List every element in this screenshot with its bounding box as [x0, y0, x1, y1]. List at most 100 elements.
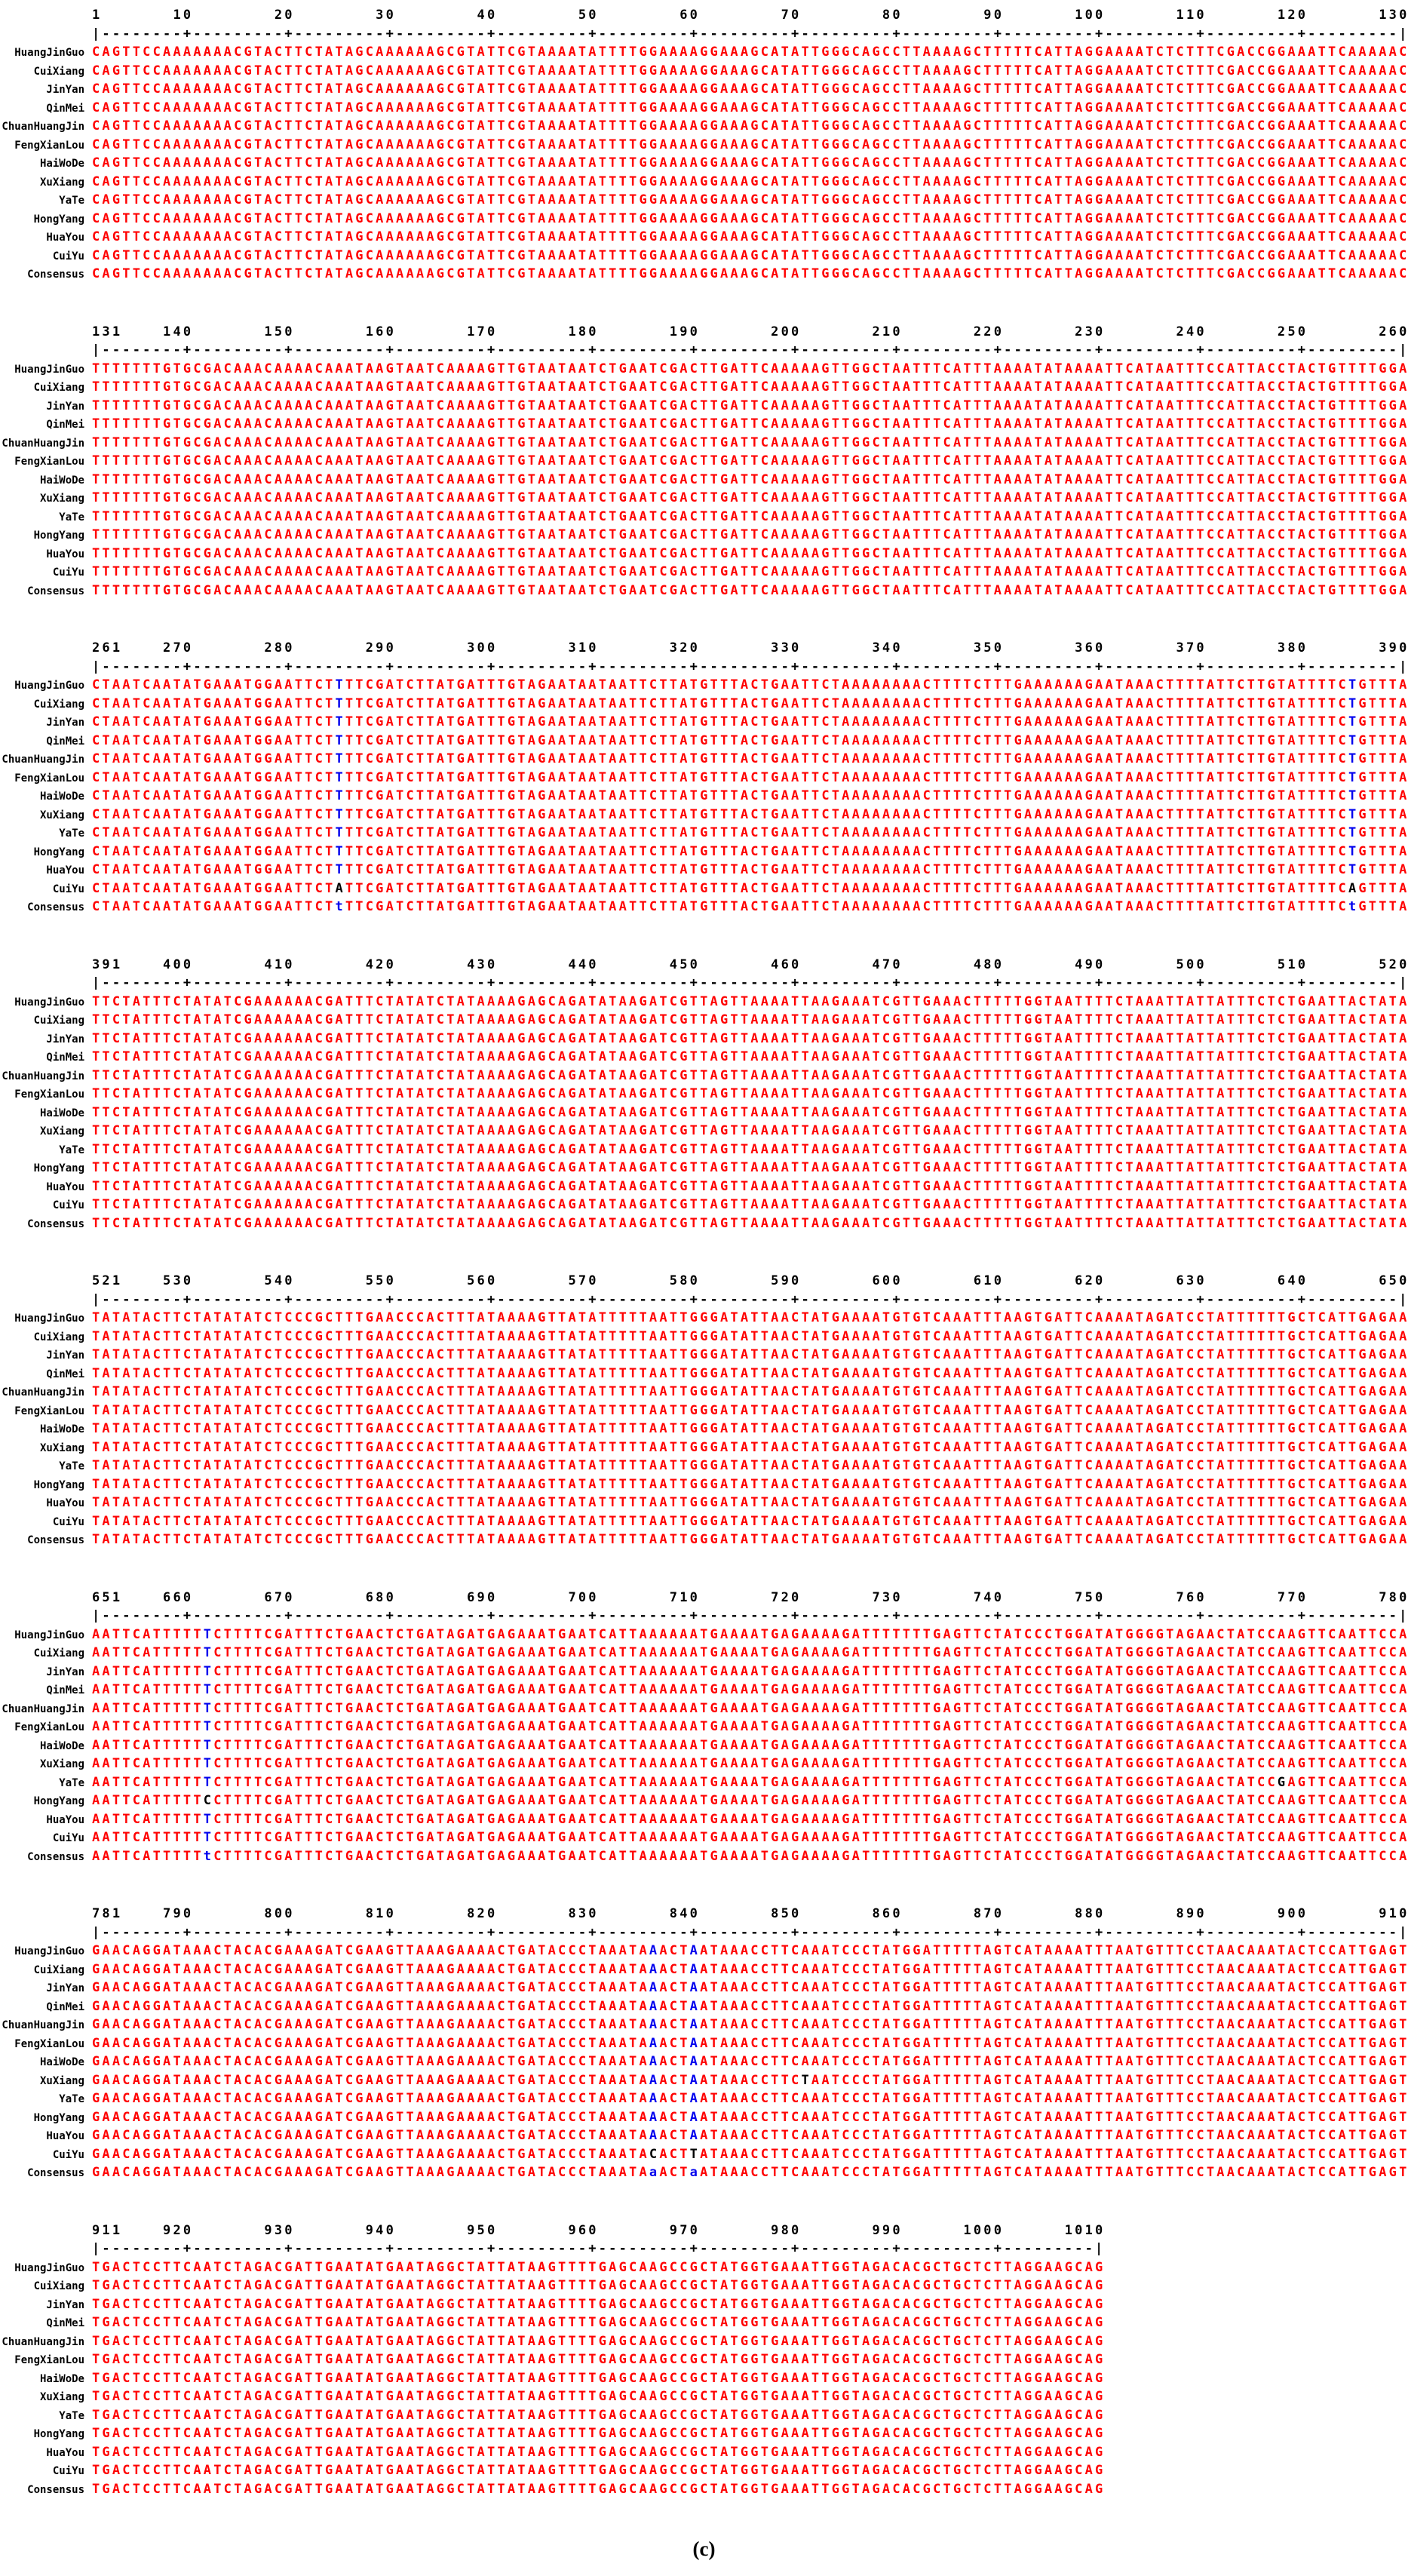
- ruler-positions-text: 261 270 280 290 300 310 320 330 340 350 …: [92, 640, 1408, 656]
- sequence-text: CTAATCAATATGAAATGGAATTCTTTTCGATCTTATGATT…: [92, 714, 1408, 729]
- sequence-text: CAGTTCCAAAAAAACGTACTTCTATAGCAAAAAAGCGTAT…: [92, 118, 1408, 134]
- sequence-text: CAGTTCCAAAAAAACGTACTTCTATAGCAAAAAAGCGTAT…: [92, 100, 1408, 115]
- sequence-row: Consensus GAACAGGATAAACTACACGAAAGATCGAAGT…: [0, 2163, 1408, 2182]
- sequence-row: Consensus TATATACTTCTATATATCTCCCGCTTTGAAC…: [0, 1531, 1408, 1549]
- sequence-label: HaiWoDe: [39, 1107, 84, 1119]
- figure-caption: (c): [692, 2538, 716, 2560]
- sequence-label: ChuanHuangJin: [2, 1702, 84, 1715]
- sequence-row: JinYan CAGTTCCAAAAAAACGTACTTCTATAGCAAAAAA…: [0, 80, 1408, 99]
- sequence-row: HaiWoDe GAACAGGATAAACTACACGAAAGATCGAAGTTA…: [0, 2053, 1408, 2071]
- sequence-label: XuXiang: [39, 2074, 84, 2087]
- sequence-row: FengXianLou CAGTTCCAAAAAAACGTACTTCTATAGCA…: [0, 136, 1408, 155]
- sequence-label: HaiWoDe: [39, 2056, 84, 2068]
- sequence-text: TATATACTTCTATATATCTCCCGCTTTGAACCCACTTTAT…: [92, 1310, 1408, 1325]
- sequence-text: CAGTTCCAAAAAAACGTACTTCTATAGCAAAAAAGCGTAT…: [92, 81, 1408, 97]
- alignment-block: 781 790 800 810 820 830 840 850 860 870 …: [0, 1905, 1408, 2182]
- sequence-label: HaiWoDe: [39, 1739, 84, 1752]
- sequence-text: GAACAGGATAAACTACACGAAAGATCGAAGTTAAAGAAAA…: [92, 2054, 1408, 2069]
- sequence-row: Consensus TTTTTTTGTGCGACAAACAAAACAAATAAGT…: [0, 582, 1408, 600]
- sequence-label: HuangJinGuo: [14, 1313, 84, 1325]
- sequence-text: TGACTCCTTCAATCTAGACGATTGAATATGAATAGGCTAT…: [92, 2315, 1106, 2330]
- sequence-text: TTTTTTTGTGCGACAAACAAAACAAATAAGTAATCAAAAG…: [92, 545, 1408, 561]
- alignment-block: 131 140 150 160 170 180 190 200 210 220 …: [0, 323, 1408, 600]
- sequence-text: CAGTTCCAAAAAAACGTACTTCTATAGCAAAAAAGCGTAT…: [92, 173, 1408, 189]
- sequence-label: HongYang: [33, 846, 84, 858]
- sequence-row: ChuanHuangJin CAGTTCCAAAAAAACGTACTTCTATAG…: [0, 117, 1408, 136]
- sequence-text: AATTCATTTTTTCTTTTCGATTTCTGAACTCTGATAGATG…: [92, 1774, 1408, 1790]
- sequence-row: ChuanHuangJin TTTTTTTGTGCGACAAACAAAACAAAT…: [0, 434, 1408, 453]
- ruler-positions-text: 911 920 930 940 950 960 970 980 990 1000…: [92, 2222, 1106, 2238]
- sequence-label: YaTe: [59, 1144, 84, 1156]
- sequence-label: FengXianLou: [14, 772, 84, 784]
- sequence-label: YaTe: [59, 2409, 84, 2422]
- alignment-blocks: 1 10 20 30 40 50 60 70 80 90 100 110 120…: [0, 6, 1408, 2498]
- sequence-label: HuaYou: [46, 548, 84, 560]
- sequence-label: JinYan: [46, 2298, 84, 2311]
- sequence-label: HongYang: [33, 1795, 84, 1807]
- sequence-label: HuaYou: [46, 1497, 84, 1509]
- sequence-row: YaTe TTCTATTTCTATATCGAAAAAACGATTTCTATATCT…: [0, 1141, 1408, 1159]
- sequence-row: JinYan TTCTATTTCTATATCGAAAAAACGATTTCTATAT…: [0, 1030, 1408, 1049]
- sequence-label: QinMei: [46, 419, 84, 431]
- sequence-label: QinMei: [46, 1684, 84, 1696]
- sequence-text: AATTCATTTTTTCTTTTCGATTTCTGAACTCTGATAGATG…: [92, 1663, 1408, 1679]
- ruler-scale: |--------+---------+---------+---------+…: [0, 974, 1408, 993]
- sequence-text: AATTCATTTTTTCTTTTCGATTTCTGAACTCTGATAGATG…: [92, 1719, 1408, 1734]
- sequence-label: HongYang: [33, 530, 84, 542]
- sequence-text: TTCTATTTCTATATCGAAAAAACGATTTCTATATCTATAA…: [92, 1160, 1408, 1175]
- sequence-text: CTAATCAATATGAAATGGAATTCTTTTCGATCTTATGATT…: [92, 843, 1408, 859]
- ruler-positions: 1 10 20 30 40 50 60 70 80 90 100 110 120…: [0, 6, 1408, 25]
- sequence-label: HuangJinGuo: [14, 363, 84, 376]
- sequence-label: CuiXiang: [33, 1015, 84, 1027]
- sequence-row: CuiXiang CTAATCAATATGAAATGGAATTCTTTTCGATC…: [0, 695, 1408, 714]
- sequence-text: TTCTATTTCTATATCGAAAAAACGATTTCTATATCTATAA…: [92, 1012, 1408, 1027]
- sequence-label: HaiWoDe: [39, 474, 84, 487]
- sequence-row: HongYang TATATACTTCTATATATCTCCCGCTTTGAACC…: [0, 1475, 1408, 1494]
- sequence-label: JinYan: [46, 1666, 84, 1678]
- sequence-text: TTTTTTTGTGCGACAAACAAAACAAATAAGTAATCAAAAG…: [92, 508, 1408, 524]
- sequence-row: HuangJinGuo GAACAGGATAAACTACACGAAAGATCGAA…: [0, 1942, 1408, 1960]
- sequence-text: TTCTATTTCTATATCGAAAAAACGATTTCTATATCTATAA…: [92, 1067, 1408, 1083]
- sequence-text: GAACAGGATAAACTACACGAAAGATCGAAGTTAAAGAAAA…: [92, 1998, 1408, 2014]
- sequence-row: Consensus CAGTTCCAAAAAAACGTACTTCTATAGCAAA…: [0, 265, 1408, 284]
- sequence-text: CTAATCAATATGAAATGGAATTCTTTTCGATCTTATGATT…: [92, 695, 1408, 711]
- sequence-label: Consensus: [27, 269, 84, 281]
- sequence-row: HaiWoDe TTTTTTTGTGCGACAAACAAAACAAATAAGTAA…: [0, 471, 1408, 490]
- sequence-label: FengXianLou: [14, 1721, 84, 1733]
- sequence-label: CuiYu: [52, 250, 84, 263]
- sequence-text: CAGTTCCAAAAAAACGTACTTCTATAGCAAAAAAGCGTAT…: [92, 63, 1408, 78]
- sequence-text: TGACTCCTTCAATCTAGACGATTGAATATGAATAGGCTAT…: [92, 2370, 1106, 2386]
- sequence-row: QinMei CAGTTCCAAAAAAACGTACTTCTATAGCAAAAAA…: [0, 99, 1408, 118]
- sequence-text: GAACAGGATAAACTACACGAAAGATCGAAGTTAAAGAAAA…: [92, 2165, 1408, 2180]
- sequence-text: TTTTTTTGTGCGACAAACAAAACAAATAAGTAATCAAAAG…: [92, 527, 1408, 542]
- sequence-row: JinYan AATTCATTTTTTCTTTTCGATTTCTGAACTCTGA…: [0, 1663, 1408, 1681]
- sequence-text: TTTTTTTGTGCGACAAACAAAACAAATAAGTAATCAAAAG…: [92, 361, 1408, 376]
- sequence-label: Consensus: [27, 1850, 84, 1863]
- sequence-row: YaTe CTAATCAATATGAAATGGAATTCTTTTCGATCTTAT…: [0, 824, 1408, 843]
- ruler-scale-text: |--------+---------+---------+---------+…: [92, 1924, 1408, 1940]
- sequence-row: XuXiang TGACTCCTTCAATCTAGACGATTGAATATGAAT…: [0, 2387, 1408, 2406]
- ruler-positions: 391 400 410 420 430 440 450 460 470 480 …: [0, 956, 1408, 975]
- sequence-text: CAGTTCCAAAAAAACGTACTTCTATAGCAAAAAAGCGTAT…: [92, 155, 1408, 170]
- ruler-positions-text: 391 400 410 420 430 440 450 460 470 480 …: [92, 956, 1408, 972]
- sequence-text: TTCTATTTCTATATCGAAAAAACGATTTCTATATCTATAA…: [92, 1197, 1408, 1212]
- sequence-text: TTCTATTTCTATATCGAAAAAACGATTTCTATATCTATAA…: [92, 1104, 1408, 1120]
- sequence-text: CTAATCAATATGAAATGGAATTCTTTTCGATCTTATGATT…: [92, 788, 1408, 803]
- sequence-row: HaiWoDe TATATACTTCTATATATCTCCCGCTTTGAACCC…: [0, 1420, 1408, 1438]
- sequence-label: ChuanHuangJin: [2, 437, 84, 450]
- sequence-text: TATATACTTCTATATATCTCCCGCTTTGAACCCACTTTAT…: [92, 1476, 1408, 1492]
- sequence-row: HuangJinGuo TATATACTTCTATATATCTCCCGCTTTGA…: [0, 1309, 1408, 1328]
- sequence-row: YaTe AATTCATTTTTTCTTTTCGATTTCTGAACTCTGATA…: [0, 1773, 1408, 1792]
- sequence-text: TTCTATTTCTATATCGAAAAAACGATTTCTATATCTATAA…: [92, 993, 1408, 1009]
- sequence-text: GAACAGGATAAACTACACGAAAGATCGAAGTTAAAGAAAA…: [92, 2017, 1408, 2032]
- ruler-scale-text: |--------+---------+---------+---------+…: [92, 975, 1408, 990]
- sequence-text: TGACTCCTTCAATCTAGACGATTGAATATGAATAGGCTAT…: [92, 2352, 1106, 2367]
- sequence-text: TTCTATTTCTATATCGAAAAAACGATTTCTATATCTATAA…: [92, 1141, 1408, 1157]
- sequence-row: HuangJinGuo CAGTTCCAAAAAAACGTACTTCTATAGCA…: [0, 43, 1408, 62]
- sequence-row: JinYan TATATACTTCTATATATCTCCCGCTTTGAACCCA…: [0, 1346, 1408, 1365]
- sequence-row: XuXiang TTTTTTTGTGCGACAAACAAAACAAATAAGTAA…: [0, 489, 1408, 508]
- sequence-label: Consensus: [27, 2483, 84, 2496]
- sequence-row: JinYan TGACTCCTTCAATCTAGACGATTGAATATGAATA…: [0, 2295, 1408, 2314]
- sequence-label: XuXiang: [39, 809, 84, 821]
- sequence-row: JinYan TTTTTTTGTGCGACAAACAAAACAAATAAGTAAT…: [0, 397, 1408, 416]
